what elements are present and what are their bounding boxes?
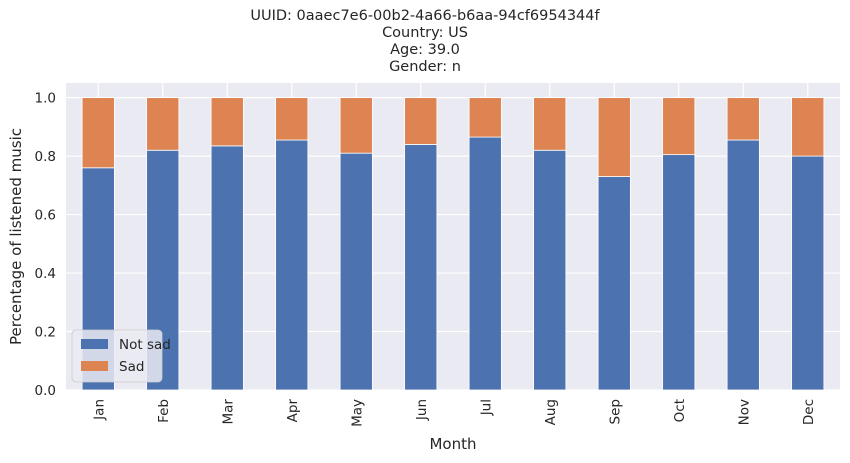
x-tick-label: Oct xyxy=(672,399,688,422)
bar-not-sad-dec xyxy=(791,155,825,391)
bar-sad-oct xyxy=(662,97,696,156)
bar-sad-nov xyxy=(726,97,760,141)
legend-label: Sad xyxy=(119,359,144,375)
legend-label: Not sad xyxy=(119,337,171,353)
legend: Not sad Sad xyxy=(71,329,171,383)
x-tick-label: Nov xyxy=(736,399,752,425)
chart-title-line-4: Gender: n xyxy=(389,59,461,75)
legend-swatch xyxy=(81,339,108,349)
bar-sad-mar xyxy=(210,97,244,147)
bar-sad-jan xyxy=(81,97,115,169)
y-tick-label: 0.4 xyxy=(35,266,56,282)
bar-sad-apr xyxy=(275,97,309,141)
x-tick-label: Jun xyxy=(414,399,430,421)
y-tick-label: 0.8 xyxy=(35,149,56,165)
bar-not-sad-sep xyxy=(597,176,631,391)
x-tick-label: Dec xyxy=(801,399,817,425)
bar-not-sad-jul xyxy=(468,136,502,391)
bar-sad-aug xyxy=(533,97,567,151)
y-tick-labels: 0.0 0.2 0.4 0.6 0.8 1.0 xyxy=(35,91,56,399)
x-tick-label: Mar xyxy=(220,399,236,425)
x-tick-label: Feb xyxy=(156,399,172,423)
bar-not-sad-jun xyxy=(404,143,438,391)
bar-not-sad-nov xyxy=(726,139,760,391)
x-axis-label: Month xyxy=(429,435,476,453)
bar-sad-may xyxy=(339,97,373,154)
bar-not-sad-feb xyxy=(146,149,180,391)
x-tick-label: Apr xyxy=(285,399,301,423)
y-tick-label: 1.0 xyxy=(35,91,56,107)
y-tick-label: 0.2 xyxy=(35,325,56,341)
chart-title-line-1: UUID: 0aaec7e6-00b2-4a66-b6aa-94cf695434… xyxy=(250,8,600,24)
bar-sad-jun xyxy=(404,97,438,145)
bar-not-sad-aug xyxy=(533,149,567,391)
plot-background xyxy=(66,83,840,390)
bar-sad-dec xyxy=(791,97,825,157)
bar-sad-feb xyxy=(146,97,180,151)
bar-not-sad-apr xyxy=(275,139,309,391)
bar-sad-sep xyxy=(597,97,631,177)
y-axis-label: Percentage of listened music xyxy=(7,128,25,345)
chart-title-line-2: Country: US xyxy=(382,25,468,41)
x-tick-label: May xyxy=(349,399,365,427)
bar-not-sad-oct xyxy=(662,154,696,391)
x-tick-label: Sep xyxy=(607,399,623,424)
y-tick-label: 0.0 xyxy=(35,383,56,399)
chart-title-line-3: Age: 39.0 xyxy=(390,42,460,58)
bar-not-sad-mar xyxy=(210,145,244,391)
legend-swatch xyxy=(81,361,108,371)
x-tick-labels: Jan Feb Mar Apr May Jun Jul Aug Sep Oct Nov Dec xyxy=(91,399,817,427)
bar-not-sad-may xyxy=(339,152,373,391)
x-tick-label: Aug xyxy=(543,399,559,425)
x-tick-label: Jan xyxy=(91,399,107,421)
bars xyxy=(81,97,825,391)
x-tick-label: Jul xyxy=(478,399,494,416)
y-tick-label: 0.6 xyxy=(35,208,56,224)
bar-sad-jul xyxy=(468,97,502,138)
